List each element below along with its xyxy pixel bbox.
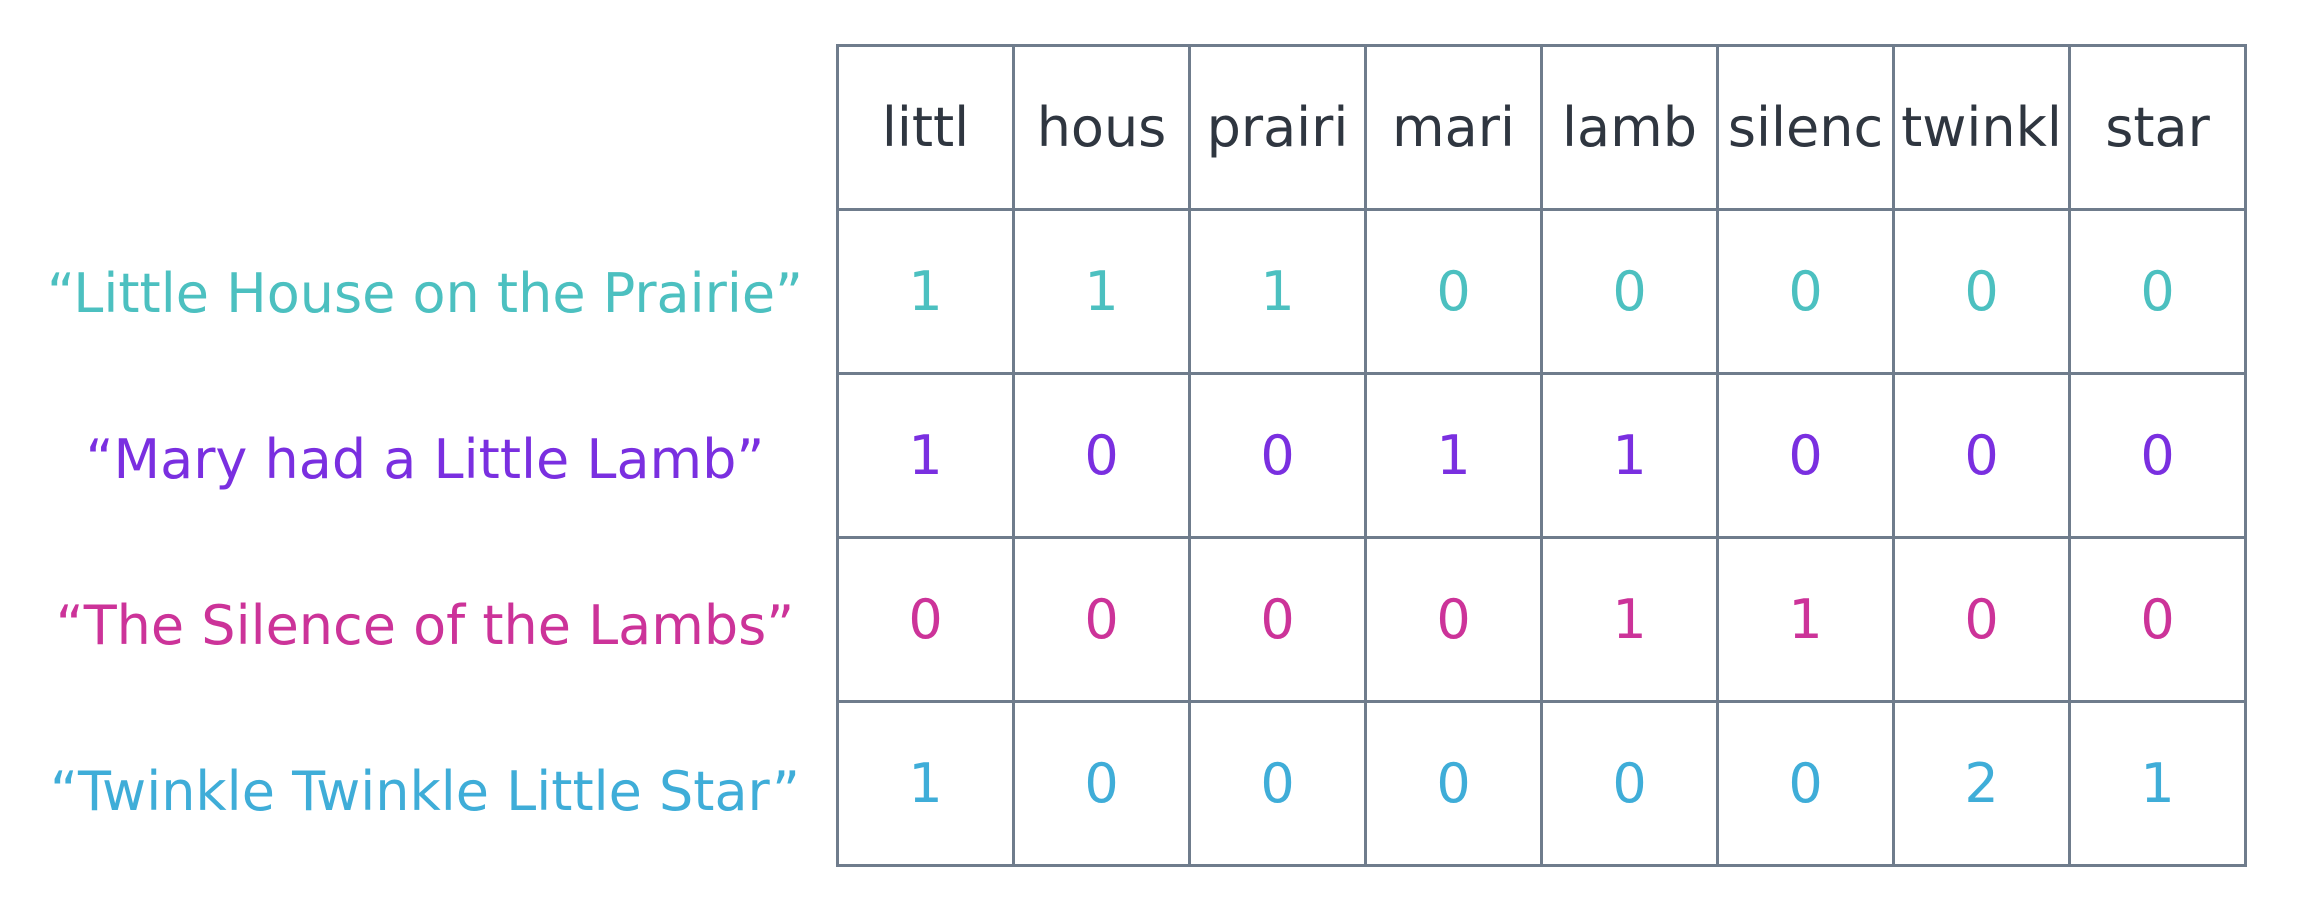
term-header-cell: star (2068, 44, 2247, 211)
count-cell: 1 (1540, 372, 1719, 539)
document-label: “Little House on the Prairie” (46, 262, 804, 325)
term-header-row: littl hous prairi mari lamb silenc twink… (836, 44, 2247, 211)
term-document-matrix: littl hous prairi mari lamb silenc twink… (836, 44, 2247, 867)
count-cell: 0 (2068, 372, 2247, 539)
document-row: 1 0 0 0 0 0 2 1 (836, 700, 2247, 867)
count-cell: 0 (836, 536, 1015, 703)
term-header-cell: mari (1364, 44, 1543, 211)
term-header-cell: littl (836, 44, 1015, 211)
count-cell: 1 (836, 700, 1015, 867)
document-row: 1 1 1 0 0 0 0 0 (836, 208, 2247, 375)
count-cell: 0 (1012, 700, 1191, 867)
count-cell: 0 (2068, 536, 2247, 703)
count-cell: 0 (1012, 536, 1191, 703)
document-row: 1 0 0 1 1 0 0 0 (836, 372, 2247, 539)
document-label: “Mary had a Little Lamb” (85, 428, 765, 491)
count-cell: 0 (2068, 208, 2247, 375)
count-cell: 0 (1364, 700, 1543, 867)
term-header-cell: hous (1012, 44, 1191, 211)
term-header-cell: twinkl (1892, 44, 2071, 211)
document-label: “The Silence of the Lambs” (55, 594, 795, 657)
count-cell: 0 (1892, 208, 2071, 375)
term-header-cell: silenc (1716, 44, 1895, 211)
count-cell: 1 (836, 208, 1015, 375)
term-header-cell: lamb (1540, 44, 1719, 211)
count-cell: 0 (1364, 536, 1543, 703)
count-cell: 1 (1364, 372, 1543, 539)
count-cell: 1 (1540, 536, 1719, 703)
document-labels: “Little House on the Prairie” “Mary had … (0, 0, 840, 920)
count-cell: 1 (1188, 208, 1367, 375)
count-cell: 0 (1540, 208, 1719, 375)
count-cell: 2 (1892, 700, 2071, 867)
count-cell: 1 (1716, 536, 1895, 703)
count-cell: 0 (1188, 372, 1367, 539)
term-header-cell: prairi (1188, 44, 1367, 211)
count-cell: 0 (1540, 700, 1719, 867)
count-cell: 0 (1188, 700, 1367, 867)
count-cell: 0 (1716, 208, 1895, 375)
count-cell: 1 (2068, 700, 2247, 867)
count-cell: 1 (1012, 208, 1191, 375)
count-cell: 1 (836, 372, 1015, 539)
count-cell: 0 (1892, 536, 2071, 703)
count-cell: 0 (1892, 372, 2071, 539)
count-cell: 0 (1716, 700, 1895, 867)
document-row: 0 0 0 0 1 1 0 0 (836, 536, 2247, 703)
count-cell: 0 (1188, 536, 1367, 703)
document-label: “Twinkle Twinkle Little Star” (50, 760, 800, 823)
count-cell: 0 (1012, 372, 1191, 539)
count-cell: 0 (1716, 372, 1895, 539)
count-cell: 0 (1364, 208, 1543, 375)
